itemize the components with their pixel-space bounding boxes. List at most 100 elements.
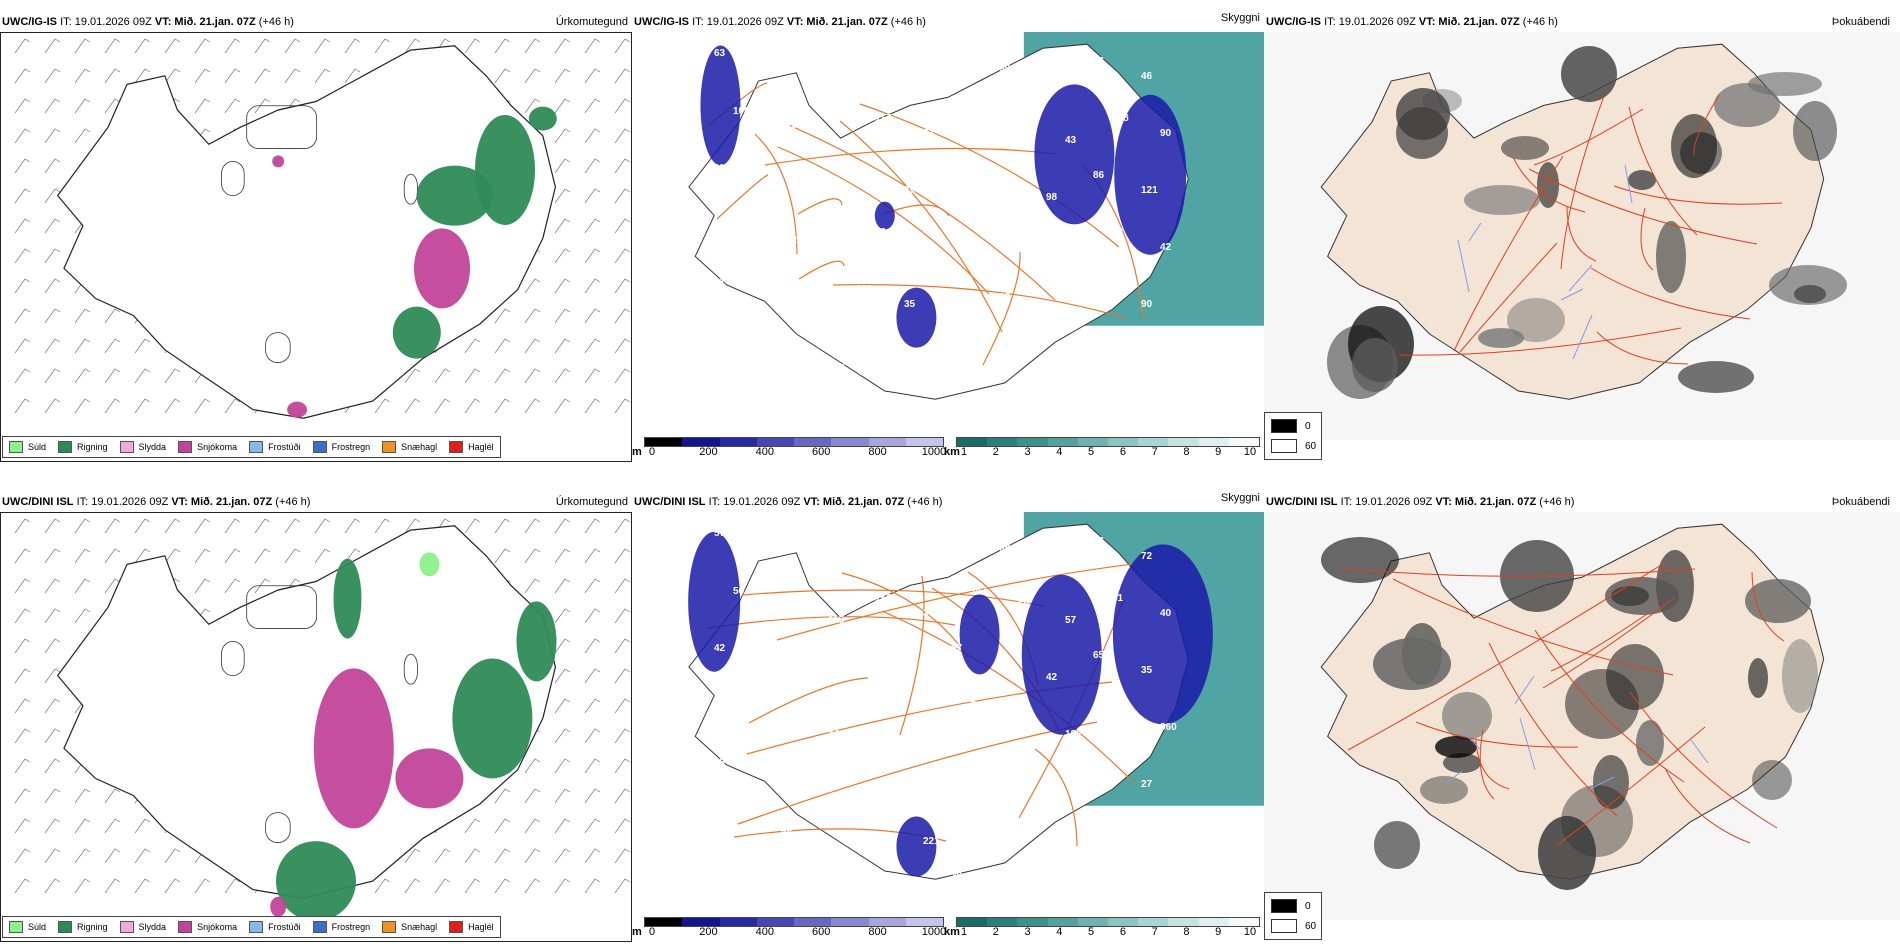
precip-area — [475, 114, 535, 225]
wind-barb — [74, 38, 91, 54]
cloud-base-value: 35 — [904, 299, 916, 310]
cloud-base-value: 55 — [856, 879, 868, 890]
cloud-base-value: 75 — [856, 170, 868, 181]
wind-barb — [164, 68, 181, 84]
valid-time: VT: Mið. 21.jan. 07Z — [1435, 496, 1537, 508]
wind-barb — [584, 368, 601, 384]
legend-swatch — [449, 921, 464, 933]
wind-barb — [14, 278, 31, 294]
panel-title: Skyggni — [1220, 492, 1260, 504]
wind-barb — [194, 518, 211, 534]
cloud-base-value: 69 — [999, 63, 1011, 74]
low-cloud-base-area — [700, 45, 741, 166]
wind-barb — [74, 398, 91, 414]
model-name: UWC/DINI ISL — [634, 496, 706, 508]
road — [1542, 597, 1675, 689]
glacier-outline — [265, 812, 291, 843]
wind-barb — [44, 638, 61, 654]
wind-barb — [524, 848, 541, 864]
wind-barb — [74, 518, 91, 534]
legend-label: Snæhagl — [401, 442, 438, 452]
precip-map — [0, 32, 632, 462]
fog-index-blob — [1636, 720, 1664, 766]
legend-item: Súld — [9, 921, 46, 933]
wind-barb — [524, 368, 541, 384]
fog-map — [1264, 512, 1900, 920]
colorbar-segment — [1077, 438, 1108, 446]
road — [776, 561, 1151, 641]
wind-barb — [164, 848, 181, 864]
low-visibility-areas — [688, 531, 1213, 877]
visibility-panel-row2: UWC/DINI ISL IT: 19.01.2026 09Z VT: Mið.… — [632, 492, 1264, 944]
road — [716, 174, 769, 220]
river — [1568, 264, 1593, 292]
wind-barb — [494, 398, 511, 414]
fog-index-blob — [1794, 285, 1826, 303]
colorbar-segment — [756, 918, 794, 926]
wind-barb — [584, 818, 601, 834]
legend-item: Frostregn — [312, 921, 370, 933]
wind-barb — [14, 728, 31, 744]
wind-barb — [554, 878, 571, 894]
wind-barb — [44, 368, 61, 384]
cloud-base-value: 33 — [1065, 843, 1077, 854]
wind-barb — [164, 548, 181, 564]
fog-index-blob — [1782, 639, 1818, 713]
glacier-outline — [403, 173, 418, 205]
legend-swatch — [312, 921, 327, 933]
wind-barb — [254, 548, 271, 564]
legend-item: Haglél — [449, 921, 494, 933]
wind-barb — [44, 728, 61, 744]
wind-barb — [584, 878, 601, 894]
wind-barb — [14, 788, 31, 804]
fog-index-blob — [1443, 753, 1481, 773]
fog-index-blob — [1435, 736, 1477, 758]
cloud-base-value: 86 — [1093, 170, 1105, 181]
wind-barb — [74, 368, 91, 384]
wind-barb — [164, 518, 181, 534]
fog-index-blob — [1561, 46, 1617, 102]
cloud-base-value: 43 — [1065, 135, 1077, 146]
wind-barb — [14, 188, 31, 204]
cloud-base-value: 976 — [1112, 821, 1129, 832]
colorbar-segment — [794, 918, 832, 926]
road — [1398, 327, 1682, 356]
rivers — [1457, 164, 1633, 360]
legend-item: Rigning — [58, 441, 108, 453]
wind-barb — [584, 278, 601, 294]
colorbar-tick: 4 — [1056, 926, 1063, 938]
wind-barb — [464, 38, 481, 54]
wind-barb — [554, 308, 571, 324]
wind-barb — [254, 518, 271, 534]
wind-barb — [584, 308, 601, 324]
model-name: UWC/DINI ISL — [2, 496, 74, 508]
visibility-map: 63 69 66 85 86 73 69 61 66 46 100 119 44 117 32 53 44 43 2… — [632, 32, 1264, 440]
wind-barb — [404, 848, 421, 864]
valid-time: VT: Mið. 21.jan. 07Z — [1418, 16, 1520, 28]
wind-barb — [374, 38, 391, 54]
colorbar-tick: 1 — [960, 926, 968, 938]
colorbar-tick: 1 — [960, 446, 968, 458]
wind-barb — [554, 728, 571, 744]
panel-header: UWC/DINI ISL IT: 19.01.2026 09Z VT: Mið.… — [1264, 492, 1900, 512]
colorbar-segment — [957, 918, 988, 926]
wind-barb — [44, 578, 61, 594]
colorbar-tick: 9 — [1215, 446, 1222, 458]
road — [707, 616, 956, 629]
cloud-base-value: 118 — [828, 615, 845, 626]
legend-label: Snjókoma — [197, 922, 238, 932]
cloud-base-value: 136 — [733, 700, 750, 711]
wind-barb — [254, 98, 271, 114]
legend-item: Slydda — [119, 441, 166, 453]
fog-panel-row2: UWC/DINI ISL IT: 19.01.2026 09Z VT: Mið.… — [1264, 492, 1900, 944]
cloud-base-value: 29 — [762, 886, 774, 897]
wind-barb — [554, 608, 571, 624]
legend-label: Snjókoma — [197, 442, 238, 452]
wind-barb — [614, 728, 631, 744]
road — [832, 284, 1126, 319]
cloud-base-value: 68 — [999, 543, 1011, 554]
legend-swatch — [58, 921, 73, 933]
colorbar-tick: 10 — [1243, 926, 1257, 938]
fog-index-blob — [1611, 586, 1649, 606]
road — [1751, 571, 1785, 642]
